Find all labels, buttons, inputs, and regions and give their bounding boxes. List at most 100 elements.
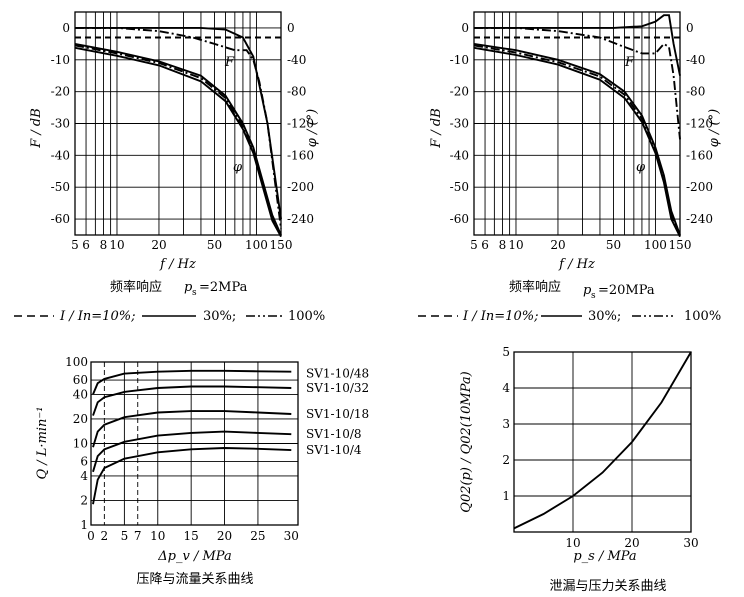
lk-y-tick-3: 4 [502, 381, 510, 395]
pq-x-tick-7: 25 [250, 529, 265, 543]
fr2-x-tick-0: 5 [470, 238, 478, 252]
fr1-x-tick-3: 10 [109, 238, 124, 252]
pq-title: 压降与流量关系曲线 [136, 572, 253, 587]
fr2-amplitude-label: F [624, 55, 635, 70]
lk-y-tick-0: 1 [502, 489, 510, 503]
fr1-cond-sub: s [192, 288, 197, 298]
fr1-phase-label: φ [233, 160, 243, 175]
fr2-y-right-tick-0: 0 [686, 21, 694, 35]
fr2-y-right-ticks: 0 -40 -80 -120 -160 -200 -240 [686, 21, 713, 226]
pq-grid [91, 362, 298, 525]
fr2-x-tick-2: 8 [499, 238, 507, 252]
pq-series-1 [92, 385, 292, 416]
fr2-amp-series-1 [474, 14, 681, 76]
fr1-x-tick-1: 6 [82, 238, 90, 252]
fr1-grid [74, 12, 281, 235]
lk-grid [514, 352, 691, 532]
fr1-series-group [74, 26, 282, 238]
fr2-phase-label: φ [636, 160, 646, 175]
fr2-y-left-tick-6: -60 [450, 212, 469, 226]
fr2-x-tick-5: 50 [606, 238, 621, 252]
legend-left-100: 100% [288, 309, 325, 324]
fr2-phase-series-0 [473, 42, 681, 236]
fr2-x-tick-4: 20 [550, 238, 565, 252]
fr1-y-left-tick-6: -60 [51, 212, 70, 226]
lk-x-ticks: 10 20 30 [565, 536, 698, 550]
pq-y-tick-2: 40 [73, 387, 88, 401]
fr1-y-right-label: φ / (°) [305, 109, 320, 147]
fr2-y-left-tick-3: -30 [450, 117, 469, 131]
fr1-amp-series-1 [75, 26, 282, 220]
fr2-y-right-tick-4: -160 [686, 148, 713, 162]
fr2-cond-sub: s [591, 291, 596, 301]
pq-x-ticks: 0 2 5 7 10 15 20 25 30 [87, 529, 299, 543]
legend-left: I / In=10%; 30%; 100% [14, 309, 325, 324]
fr1-title: 频率响应 [110, 279, 162, 295]
fr2-y-left-tick-0: 0 [461, 21, 469, 35]
leakage-pressure-chart: 10 20 30 1 2 3 4 5 Q02(p) / Q02(10MPa) p_s / M… [459, 345, 699, 594]
fr2-x-tick-6: 100 [644, 238, 667, 252]
pq-series-4 [92, 447, 292, 505]
fr1-y-right-tick-2: -80 [287, 85, 306, 99]
lk-x-tick-1: 20 [624, 536, 639, 550]
pq-x-tick-1: 2 [101, 529, 109, 543]
fr1-x-tick-2: 8 [100, 238, 108, 252]
legend-left-prefix: I / In=10%; [59, 309, 135, 324]
pq-y-tick-6: 4 [80, 469, 88, 483]
lk-x-tick-0: 10 [565, 536, 580, 550]
fr2-y-right-tick-5: -200 [686, 180, 713, 194]
pq-series-group [92, 369, 292, 505]
pq-series-2 [92, 410, 292, 448]
pq-x-tick-0: 0 [87, 529, 95, 543]
pq-x-tick-8: 30 [284, 529, 299, 543]
fr2-x-tick-7: 150 [669, 238, 692, 252]
fr1-x-ticks: 5 6 8 10 20 50 100 150 [71, 238, 292, 252]
fr1-y-left-tick-4: -40 [51, 148, 70, 162]
fr1-y-right-ticks: 0 -40 -80 -120 -160 -200 -240 [287, 21, 314, 226]
lk-y-tick-2: 3 [502, 417, 510, 431]
fr1-x-tick-6: 100 [245, 238, 268, 252]
lk-x-label: p_s / MPa [573, 549, 636, 564]
pq-series-0 [92, 369, 292, 395]
fr1-y-right-tick-4: -160 [287, 148, 314, 162]
fr1-y-left-tick-1: -10 [51, 53, 70, 67]
fr1-phase-series-0 [74, 42, 282, 236]
legend-right-30: 30%; [588, 309, 621, 324]
fr2-y-right-tick-1: -40 [686, 53, 705, 67]
fr2-y-right-tick-2: -80 [686, 85, 705, 99]
fr1-y-right-tick-1: -40 [287, 53, 306, 67]
lk-x-tick-2: 30 [683, 536, 698, 550]
fr1-cond-symbol: p [184, 280, 193, 295]
fr1-phase-series-2 [74, 44, 282, 237]
fr2-phase-series-2 [473, 44, 681, 237]
fr2-y-left-tick-4: -40 [450, 148, 469, 162]
fr1-y-left-tick-0: 0 [62, 21, 70, 35]
fr2-y-left-tick-5: -50 [450, 180, 469, 194]
freq-response-2mpa-chart: 5 6 8 10 20 50 100 150 0 -10 -20 -30 -40 -50 -60 0 -40… [29, 11, 320, 298]
legend-right: I / In=10%; 30%; 100% [418, 309, 721, 324]
fr1-x-tick-4: 20 [151, 238, 166, 252]
lk-series-0 [513, 351, 692, 530]
pq-x-tick-2: 5 [121, 529, 129, 543]
lk-frame [513, 351, 692, 533]
pq-series-3 [92, 430, 292, 473]
pq-x-tick-5: 15 [184, 529, 199, 543]
lk-y-tick-4: 5 [502, 345, 510, 359]
pq-series-label-4: SV1-10/4 [306, 443, 362, 457]
lk-series-group [513, 351, 692, 530]
lk-y-ticks: 1 2 3 4 5 [502, 345, 510, 503]
fr1-y-left-ticks: 0 -10 -20 -30 -40 -50 -60 [51, 21, 70, 226]
fr1-x-tick-5: 50 [207, 238, 222, 252]
fr1-y-left-tick-5: -50 [51, 180, 70, 194]
pq-y-tick-5: 6 [80, 455, 88, 469]
fr2-cond-value: =20MPa [598, 283, 655, 298]
fr2-y-left-ticks: 0 -10 -20 -30 -40 -50 -60 [450, 21, 469, 226]
lk-title: 泄漏与压力关系曲线 [549, 578, 666, 594]
pq-x-tick-3: 7 [134, 529, 142, 543]
fr1-y-left-label: F / dB [29, 108, 44, 149]
fr1-y-right-tick-6: -240 [287, 212, 314, 226]
pq-x-tick-4: 10 [150, 529, 165, 543]
